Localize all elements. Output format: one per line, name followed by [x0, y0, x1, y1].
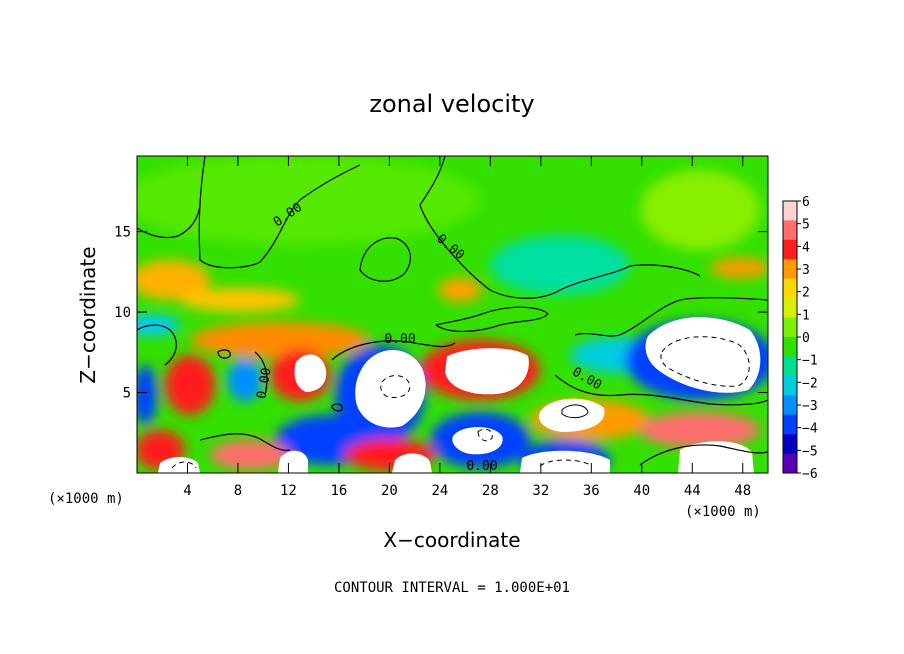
chart-title: zonal velocity [369, 90, 534, 118]
colorbar-tick-label: −1 [802, 354, 818, 369]
strong-positive-cell [645, 317, 761, 393]
colorbar-tick-label: 5 [802, 218, 810, 233]
contour-line [639, 444, 768, 466]
colorbar-tick-label: 0 [802, 331, 810, 346]
colorbar-tick-label: −5 [802, 444, 818, 459]
contour-label: 0.00 [254, 367, 274, 400]
contour-line [435, 306, 549, 333]
colorbar-swatch [783, 298, 797, 319]
colorbar-tick-label: 1 [802, 308, 810, 323]
colorbar-swatch [783, 337, 797, 357]
plot-frame [136, 155, 769, 474]
y-tick-label: 10 [114, 305, 131, 321]
x-tick-label: 36 [583, 483, 600, 499]
x-tick-label: 16 [330, 483, 347, 499]
strong-positive-cell [355, 350, 426, 428]
colorbar-swatch [783, 356, 797, 377]
colorbar-tick-label: 2 [802, 286, 810, 301]
colorbar-swatch [783, 278, 797, 299]
strong-positive-cell [445, 348, 529, 395]
contour-line [554, 374, 768, 406]
x-tick-label: 24 [431, 483, 448, 499]
colorbar-tick-label: −4 [802, 422, 818, 437]
x-tick-label: 48 [734, 483, 751, 499]
x-axis-label: X−coordinate [383, 528, 520, 552]
x-tick-label: 28 [482, 483, 499, 499]
dashed-contour [539, 459, 593, 467]
contour-lines [137, 156, 768, 466]
y-axis-ticks: 5 10 15 [114, 225, 768, 402]
colorbar-tick-label: 3 [802, 263, 810, 278]
x-tick-label: 8 [234, 483, 242, 499]
colorbar-swatch [783, 239, 797, 260]
contour-line [331, 340, 456, 361]
colorbar-swatch [783, 395, 797, 416]
contour-line [199, 433, 291, 451]
colorbar-tick-label: 6 [802, 195, 810, 210]
strong-positive-cell [520, 450, 610, 473]
strong-positive-cell [278, 450, 308, 473]
colorbar-swatch [783, 414, 797, 435]
x-tick-label: 44 [684, 483, 701, 499]
dashed-contour [477, 428, 493, 442]
colorbar-tick-label: −3 [802, 399, 818, 414]
colorbar-swatch [783, 201, 797, 221]
colorbar-swatch [783, 434, 797, 455]
colorbar-swatch [783, 317, 797, 338]
solid-core-contours [561, 404, 589, 419]
contour-line [217, 349, 231, 359]
colorbar-swatch [783, 220, 797, 241]
contour-line [574, 297, 768, 337]
y-tick-label: 15 [114, 225, 131, 241]
x-tick-label: 20 [381, 483, 398, 499]
contour-line [198, 156, 361, 269]
heatmap-cores [158, 317, 761, 473]
strong-positive-cell [158, 457, 200, 473]
y-axis-label: Z−coordinate [76, 246, 100, 383]
strong-positive-cell [452, 427, 503, 455]
contour-label: 0.00 [466, 459, 497, 474]
contour-line [137, 204, 201, 239]
core-contour [561, 404, 589, 419]
colorbar-tick-label: −2 [802, 376, 818, 391]
contour-interval-note: CONTOUR INTERVAL = 1.000E+01 [334, 580, 570, 596]
colorbar-tick-label: 4 [802, 240, 810, 255]
colorbar-swatch [783, 259, 797, 280]
strong-positive-cell [392, 453, 432, 473]
colorbar: 6 5 4 3 2 1 0 −1 −2 −3 −4 −5 −6 [782, 195, 818, 482]
contour-line [331, 403, 343, 412]
dashed-contour [380, 375, 411, 399]
colorbar-swatch [783, 375, 797, 396]
y-tick-label: 5 [123, 386, 131, 402]
strong-positive-cell [294, 354, 327, 392]
x-tick-label: 40 [633, 483, 650, 499]
plot-area: 0.00 0.00 0.00 0.00 0.00 0.00 4 8 12 16 20 24… [114, 155, 769, 499]
x-tick-label: 32 [532, 483, 549, 499]
dashed-contour [171, 461, 197, 469]
contour-label: 0.00 [384, 332, 415, 347]
x-unit-right: (×1000 m) [685, 504, 761, 520]
negative-contours [171, 336, 750, 469]
contour-line [254, 351, 268, 396]
x-tick-label: 4 [183, 483, 191, 499]
contour-line [137, 324, 177, 366]
colorbar-swatch [783, 453, 797, 474]
contour-line [359, 237, 411, 282]
strong-positive-cell [539, 398, 605, 432]
colorbar-tick-label: −6 [802, 467, 818, 482]
x-unit-left: (×1000 m) [48, 491, 124, 507]
contour-line [419, 156, 701, 299]
x-tick-label: 12 [280, 483, 297, 499]
dashed-contour [660, 336, 750, 387]
x-axis-ticks: 4 8 12 16 20 24 28 32 36 40 44 48 [183, 156, 751, 499]
